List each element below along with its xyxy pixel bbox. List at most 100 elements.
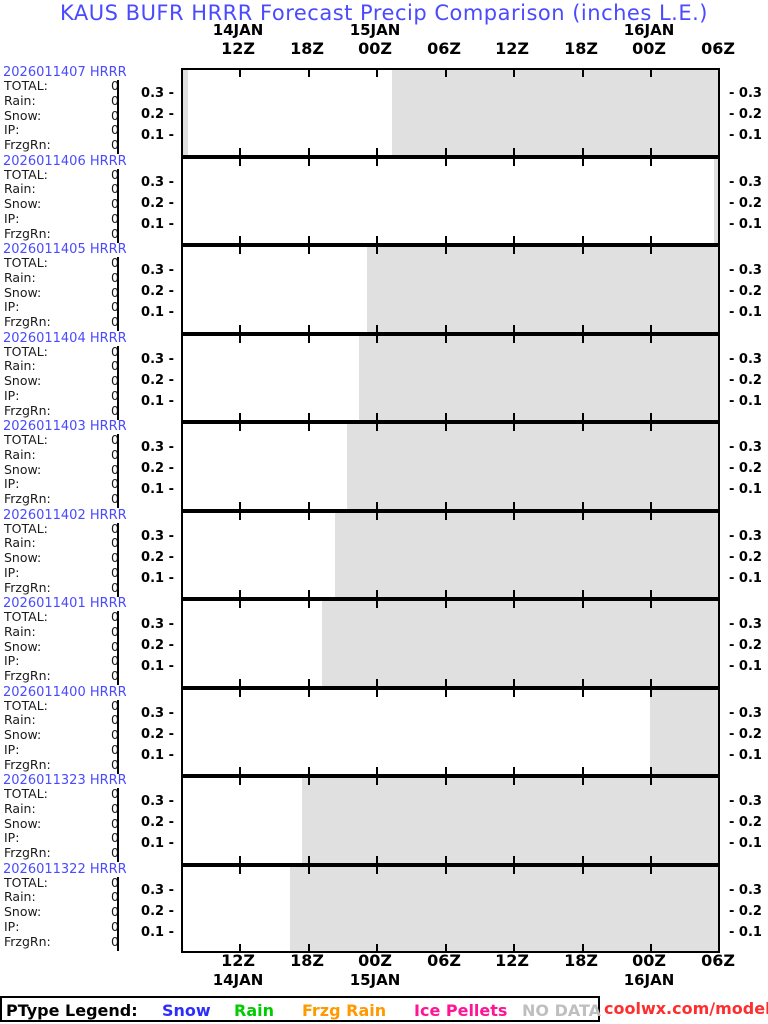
x-tick-mark <box>376 944 378 951</box>
x-tick-mark <box>376 158 378 166</box>
precip-field-row: FrzgRn: 0 <box>4 403 144 419</box>
precip-field-value: 0 <box>111 653 119 669</box>
precip-field-label: FrzgRn: <box>4 933 51 949</box>
precip-field-row: TOTAL: 0 <box>4 78 144 94</box>
legend-item-no-data[interactable]: NO DATA <box>522 1001 602 1020</box>
legend-item-rain[interactable]: Rain <box>234 1001 274 1020</box>
precip-field-row: IP: 0 <box>4 919 144 935</box>
plot-frame[interactable] <box>181 156 720 245</box>
y-tick-label-right: - 0.1 <box>729 305 762 320</box>
y-tick-label-right: - 0.2 <box>729 549 762 565</box>
precip-field-label: TOTAL: <box>4 697 48 713</box>
forecast-panel: 2026011401 HRRR TOTAL: 0 Rain: 0 Snow: 0 IP: 0 Fr… <box>0 596 768 688</box>
y-tick-label-left: 0.3 - <box>141 528 174 544</box>
precip-field-row: TOTAL: 0 <box>4 432 144 448</box>
y-tick-label-left: 0.2 - <box>141 638 174 653</box>
x-tick-mark <box>308 236 310 243</box>
run-header[interactable]: 2026011323 HRRR <box>3 773 127 788</box>
plot-frame[interactable] <box>181 776 720 865</box>
precip-field-label: IP: <box>4 741 20 757</box>
x-tick-mark <box>445 678 447 686</box>
x-tick-mark <box>582 147 584 155</box>
x-tick-mark <box>308 944 310 951</box>
run-header[interactable]: 2026011401 HRRR <box>3 596 127 611</box>
y-tick-label-right: - 0.3 <box>729 705 762 721</box>
run-header[interactable]: 2026011405 HRRR <box>3 242 127 257</box>
y-tick-label-left: 0.3 - <box>141 882 174 898</box>
precip-field-label: Rain: <box>4 623 36 639</box>
x-tick-mark <box>239 324 241 332</box>
x-tick-mark <box>239 678 241 686</box>
legend-item-ice-pellets[interactable]: Ice Pellets <box>414 1001 508 1020</box>
plot-frame[interactable] <box>181 687 720 776</box>
precip-field-value: 0 <box>111 373 119 389</box>
precip-field-label: IP: <box>4 476 20 492</box>
x-tick-mark <box>376 866 378 874</box>
value-divider <box>117 168 119 243</box>
run-header[interactable]: 2026011407 HRRR <box>3 65 127 80</box>
x-tick-mark <box>513 778 515 785</box>
precip-field-row: Rain: 0 <box>4 358 144 374</box>
run-header[interactable]: 2026011404 HRRR <box>3 330 127 346</box>
x-tick-mark <box>582 512 584 520</box>
x-tick-mark <box>650 678 652 686</box>
precip-field-value: 0 <box>111 786 119 801</box>
plot-frame[interactable] <box>181 333 720 422</box>
plot-frame[interactable] <box>181 422 720 511</box>
precip-field-row: FrzgRn: 0 <box>4 226 144 242</box>
y-tick-label-right: - 0.1 <box>729 659 762 674</box>
run-header[interactable]: 2026011402 HRRR <box>3 507 127 523</box>
x-tick-mark <box>376 501 378 509</box>
x-tick-mark <box>582 866 584 874</box>
y-tick-label-right: - 0.2 <box>729 372 762 388</box>
plot-frame[interactable] <box>181 68 720 157</box>
precip-field-value: 0 <box>111 579 119 595</box>
x-tick-mark <box>308 158 310 166</box>
run-header[interactable]: 2026011322 HRRR <box>3 861 127 877</box>
precip-field-row: Snow: 0 <box>4 373 144 389</box>
precip-field-label: Snow: <box>4 373 42 389</box>
run-header[interactable]: 2026011400 HRRR <box>3 684 127 700</box>
precip-field-row: FrzgRn: 0 <box>4 668 144 684</box>
y-tick-label-right: - 0.3 <box>729 882 762 898</box>
precip-field-label: Rain: <box>4 800 36 816</box>
x-tick-mark <box>582 590 584 597</box>
run-header[interactable]: 2026011406 HRRR <box>3 153 127 169</box>
plot-frame[interactable] <box>181 245 720 334</box>
x-tick-mark <box>445 335 447 343</box>
precip-field-value: 0 <box>111 845 119 861</box>
axis-day-label: 15JAN <box>349 21 401 39</box>
x-tick-mark <box>376 236 378 243</box>
forecast-panel: 2026011407 HRRR TOTAL: 0 Rain: 0 Snow: 0 IP: 0 Fr… <box>0 65 768 157</box>
precip-field-label: IP: <box>4 653 20 669</box>
no-data-region <box>347 424 718 509</box>
precip-field-value: 0 <box>111 727 119 743</box>
x-tick-mark <box>513 324 515 332</box>
precip-field-value: 0 <box>111 874 119 890</box>
panel-stack: 2026011407 HRRR TOTAL: 0 Rain: 0 Snow: 0 IP: 0 Fr… <box>0 65 768 953</box>
x-tick-mark <box>239 147 241 155</box>
coolwx-watermark[interactable]: coolwx.com/modelts <box>604 999 768 1018</box>
axis-hour-label: 18Z <box>290 39 324 58</box>
y-tick-label-right: - 0.1 <box>729 836 762 851</box>
legend-item-snow[interactable]: Snow <box>162 1001 211 1020</box>
run-header[interactable]: 2026011403 HRRR <box>3 419 127 434</box>
precip-field-list: TOTAL: 0 Rain: 0 Snow: 0 IP: 0 FrzgRn: 0 <box>4 521 144 596</box>
plot-frame[interactable] <box>181 510 720 599</box>
y-tick-label-right: - 0.1 <box>729 570 762 586</box>
x-tick-mark <box>239 512 241 520</box>
y-tick-label-left: 0.1 - <box>141 393 174 409</box>
y-tick-label-left: 0.2 - <box>141 726 174 742</box>
legend-item-frzg-rain[interactable]: Frzg Rain <box>302 1001 387 1020</box>
y-tick-label-left: 0.1 - <box>141 305 174 320</box>
precip-field-value: 0 <box>111 933 119 949</box>
x-tick-mark <box>582 158 584 166</box>
x-tick-mark <box>239 601 241 608</box>
y-tick-label-right: - 0.2 <box>729 726 762 742</box>
x-tick-mark <box>308 855 310 863</box>
plot-frame[interactable] <box>181 864 720 953</box>
precip-field-label: IP: <box>4 210 20 226</box>
value-divider <box>117 345 119 420</box>
x-tick-mark <box>445 247 447 254</box>
plot-frame[interactable] <box>181 599 720 688</box>
